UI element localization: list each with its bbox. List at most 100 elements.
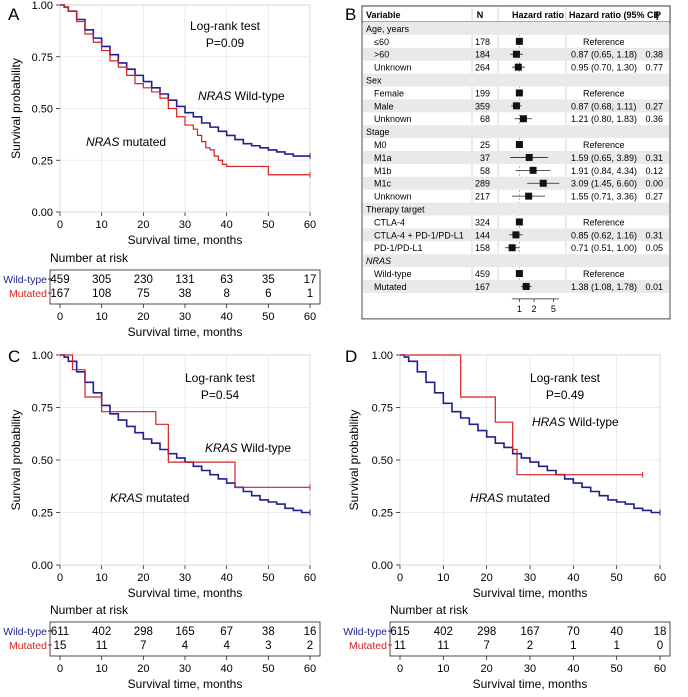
- forest-row-label: Unknown: [374, 63, 412, 73]
- x-tick-label: 30: [179, 572, 191, 584]
- forest-row-p: 0.05: [645, 243, 663, 253]
- risk-count: 4: [182, 640, 189, 652]
- forest-row-band: [363, 125, 669, 139]
- x-tick-label: 50: [262, 219, 274, 231]
- risk-count: 167: [50, 288, 69, 300]
- series-line-mutated: [60, 4, 310, 176]
- forest-row-ci: 0.85 (0.62, 1.16): [571, 230, 637, 240]
- forest-row-label: >60: [374, 50, 389, 60]
- forest-row-label: PD-1/PD-L1: [374, 243, 423, 253]
- forest-axis-tick-label: 1: [517, 304, 522, 314]
- risk-count: 4: [223, 640, 230, 652]
- forest-header-cell: Hazard ratio (95% CI): [569, 10, 659, 20]
- x-tick-label: 0: [57, 219, 63, 231]
- series-line-mutated: [400, 354, 643, 476]
- risk-x-tick-label: 50: [611, 663, 623, 675]
- y-tick-label: 1.00: [32, 350, 53, 362]
- y-tick-label: 0.50: [32, 104, 53, 116]
- forest-row-n: 289: [475, 179, 490, 189]
- risk-count: 16: [304, 626, 317, 638]
- panel-label-c: C: [8, 347, 20, 366]
- forest-row-label: Female: [374, 88, 404, 98]
- y-tick-label: 0.50: [372, 455, 393, 467]
- forest-row-label: Male: [374, 101, 394, 111]
- forest-row-n: 158: [475, 243, 490, 253]
- risk-count: 75: [137, 288, 150, 300]
- risk-count: 11: [394, 640, 406, 652]
- risk-count: 38: [179, 288, 192, 300]
- risk-count: 298: [477, 626, 496, 638]
- x-tick-label: 60: [304, 572, 316, 584]
- risk-x-tick-label: 20: [137, 311, 149, 323]
- risk-table-title: Number at risk: [50, 251, 129, 265]
- risk-count: 8: [223, 288, 229, 300]
- forest-row-n: 184: [475, 50, 490, 60]
- forest-hr-marker: [539, 179, 547, 187]
- risk-x-tick-label: 50: [262, 663, 274, 675]
- mutated-curve-label: KRAS mutated: [110, 491, 189, 505]
- forest-row-ci: 0.87 (0.68, 1.11): [571, 101, 636, 111]
- x-tick-label: 10: [96, 572, 108, 584]
- forest-row-n: 459: [475, 269, 490, 279]
- mutated-curve-label: HRAS mutated: [470, 491, 550, 505]
- y-tick-label: 0.75: [372, 403, 393, 415]
- x-tick-label: 10: [96, 219, 108, 231]
- y-axis-title: Survival probability: [9, 58, 23, 159]
- forest-row-p: 0.38: [645, 50, 663, 60]
- forest-row-label: Wild-type: [374, 269, 412, 279]
- forest-row-n: 359: [475, 101, 490, 111]
- forest-header-cell: N: [477, 10, 484, 20]
- risk-count: 167: [520, 626, 539, 638]
- risk-x-tick-label: 0: [397, 663, 403, 675]
- forest-group-label: Sex: [366, 76, 382, 86]
- risk-count: 38: [262, 626, 275, 638]
- x-tick-label: 40: [221, 219, 233, 231]
- risk-count: 17: [304, 274, 317, 286]
- y-tick-label: 0.25: [372, 508, 393, 520]
- p-value-label: P=0.54: [201, 388, 240, 402]
- forest-row-p: 0.27: [645, 192, 663, 202]
- risk-count: 35: [262, 274, 275, 286]
- forest-row-label: M1c: [374, 179, 392, 189]
- risk-count: 165: [175, 626, 194, 638]
- forest-row-ci: 3.09 (1.45, 6.60): [571, 179, 637, 189]
- forest-hr-marker: [519, 115, 527, 123]
- risk-count: 1: [307, 288, 313, 300]
- y-tick-label: 0.00: [372, 560, 393, 572]
- forest-row-band: [363, 73, 669, 87]
- x-tick-label: 50: [262, 572, 274, 584]
- risk-table-title: Number at risk: [50, 603, 129, 617]
- risk-count: 402: [434, 626, 453, 638]
- forest-hr-marker: [508, 244, 516, 252]
- risk-count: 459: [50, 274, 69, 286]
- risk-x-tick-label: 60: [304, 663, 316, 675]
- forest-plot: Variable N Hazard ratio Hazard ratio (95% C…: [361, 5, 671, 320]
- forest-row-p: 0.31: [645, 230, 663, 240]
- forest-group-label: NRAS: [366, 256, 391, 266]
- forest-row-ci: 0.95 (0.70, 1.30): [571, 63, 637, 73]
- forest-row-ci: Reference: [583, 269, 625, 279]
- risk-count: 6: [265, 288, 271, 300]
- forest-row-ci: Reference: [583, 217, 625, 227]
- forest-row-ci: 1.59 (0.65, 3.89): [571, 153, 637, 163]
- forest-row-p: 0.01: [645, 282, 663, 292]
- risk-x-tick-label: 40: [567, 663, 579, 675]
- y-tick-label: 0.75: [32, 403, 53, 415]
- p-value-label: P=0.09: [206, 36, 245, 50]
- risk-x-tick-label: 60: [304, 311, 316, 323]
- forest-row-n: 37: [480, 153, 490, 163]
- forest-row-n: 178: [475, 37, 490, 47]
- risk-row-label: Wild-type: [3, 274, 47, 286]
- risk-count: 70: [567, 626, 580, 638]
- risk-row-label: Mutated: [9, 288, 47, 300]
- y-tick-label: 0.00: [32, 560, 53, 572]
- y-tick-label: 1.00: [372, 350, 393, 362]
- risk-count: 11: [96, 640, 108, 652]
- risk-x-tick-label: 60: [654, 663, 666, 675]
- risk-x-tick-label: 10: [96, 311, 108, 323]
- y-tick-label: 0.25: [32, 508, 53, 520]
- forest-hr-marker: [522, 282, 530, 290]
- forest-hr-marker: [512, 231, 520, 239]
- risk-x-axis-title: Survival time, months: [128, 325, 243, 339]
